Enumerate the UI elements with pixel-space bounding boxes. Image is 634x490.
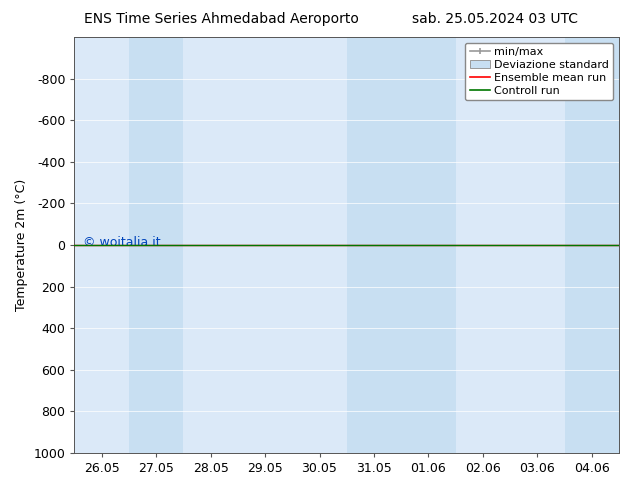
Legend: min/max, Deviazione standard, Ensemble mean run, Controll run: min/max, Deviazione standard, Ensemble m…: [465, 43, 614, 100]
Bar: [347, 37, 401, 453]
Text: sab. 25.05.2024 03 UTC: sab. 25.05.2024 03 UTC: [411, 12, 578, 26]
Bar: [401, 37, 456, 453]
Y-axis label: Temperature 2m (°C): Temperature 2m (°C): [15, 179, 28, 311]
Bar: [564, 37, 619, 453]
Bar: [129, 37, 183, 453]
Text: © woitalia.it: © woitalia.it: [82, 237, 160, 249]
Text: ENS Time Series Ahmedabad Aeroporto: ENS Time Series Ahmedabad Aeroporto: [84, 12, 359, 26]
